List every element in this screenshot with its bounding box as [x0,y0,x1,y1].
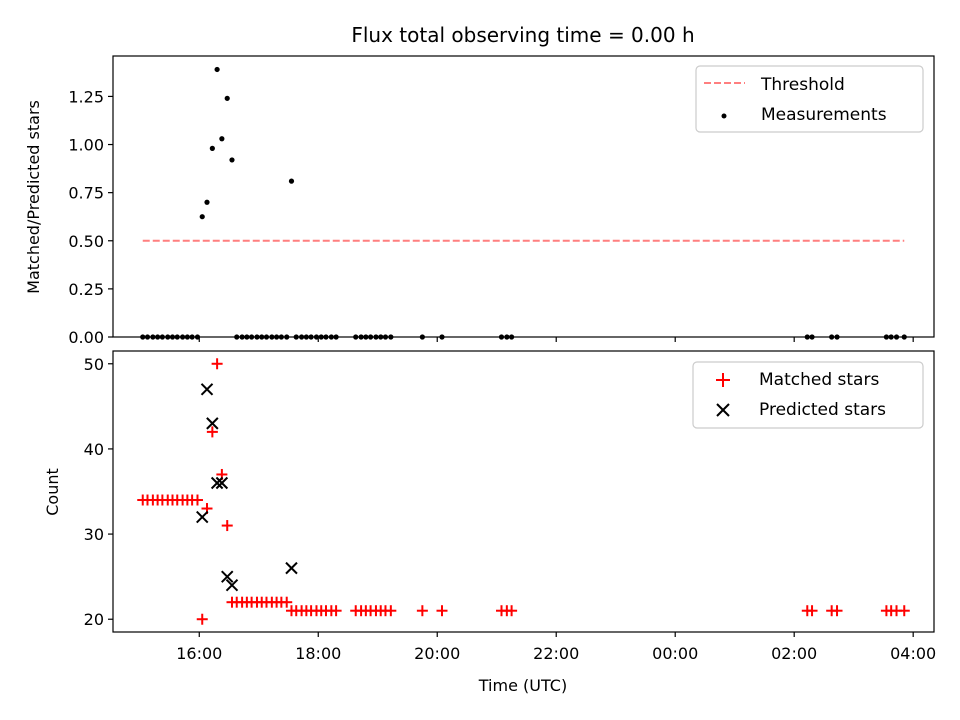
predicted-star-point [206,417,219,430]
top-x-ticks [198,337,914,342]
bottom-y-tick-label: 40 [84,440,104,459]
predicted-star-point [210,476,224,490]
matched-star-point [191,494,203,506]
bottom-y-tick-label: 20 [84,610,104,629]
predicted-star-point [285,561,298,575]
predicted-marker-b [225,578,239,592]
measurements-series [140,66,907,340]
x-tick-label: 22:00 [533,644,579,663]
predicted-stars-series [196,383,298,592]
bottom-y-axis: 20 30 40 50 [84,355,113,629]
matched-star-point [211,358,223,370]
matched-star-point [416,605,428,617]
predicted-star-point [221,570,234,583]
x-tick-label: 04:00 [890,644,936,663]
bottom-y-tick-label: 50 [84,355,104,374]
matched-stars-series [137,358,910,625]
bottom-axes-frame [112,350,935,633]
matched-star-point [206,426,218,438]
top-legend-box [695,65,924,133]
top-y-tick-label: 0.75 [68,184,104,203]
predicted-star-point [200,383,214,396]
predicted-star-point [225,578,239,592]
measurement-point [224,95,230,101]
top-panel: 0.00 0.25 0.50 0.75 1.00 1.25 Matched/Predict… [24,55,935,347]
bottom-legend-box [692,361,924,429]
top-y-axis: 0.00 0.25 0.50 0.75 1.00 1.25 [68,87,113,347]
legend-measurements-label: Measurements [761,105,887,125]
measurement-point [214,66,220,73]
matched-star-point [221,520,233,532]
x-tick-label: 20:00 [414,644,460,663]
top-y-tick-label: 1.00 [68,136,104,155]
x-tick-label: 02:00 [771,644,817,663]
legend-predicted-label: Predicted stars [759,400,886,420]
bottom-panel: 20 30 40 50 16:00 18:00 20:00 22:00 00:00 02:00 0… [43,350,936,695]
legend-matched-marker [716,373,730,387]
legend-predicted-marker [716,403,730,417]
predicted-marker-b [210,476,224,490]
matched-star-point [281,596,293,608]
measurement-point [209,145,215,151]
legend-measurements-marker [721,113,727,119]
measurement-point [199,214,205,220]
predicted-star-point [196,510,209,524]
bottom-x-axis: 16:00 18:00 20:00 22:00 00:00 02:00 04:00 [176,632,936,663]
matched-star-point [898,605,910,617]
top-axes-frame [112,55,935,338]
predicted-marker-b [215,476,229,490]
top-y-tick-label: 1.25 [68,87,104,106]
matched-star-point [330,605,342,617]
matched-star-point [506,605,518,617]
predicted-marker-b [206,417,219,430]
legend-matched-label: Matched stars [759,370,879,390]
x-axis-label: Time (UTC) [478,676,567,695]
x-tick-label: 18:00 [295,644,341,663]
measurement-point [204,199,210,205]
measurement-point [229,157,235,163]
predicted-marker-b [221,570,234,583]
measurement-point [219,136,225,142]
bottom-legend: Matched stars Predicted stars [692,361,924,429]
x-tick-label: 16:00 [176,644,222,663]
matched-star-point [196,613,208,625]
chart-title: Flux total observing time = 0.00 h [351,23,694,47]
predicted-marker-b [285,561,298,575]
bottom-y-axis-label: Count [43,468,62,516]
top-y-tick-label: 0.00 [68,328,104,347]
predicted-star-point [215,476,229,490]
matched-star-point [436,605,448,617]
predicted-marker-b [200,383,214,396]
legend-threshold-label: Threshold [760,75,845,95]
matched-star-point [831,605,843,617]
top-legend: Threshold Measurements [695,65,924,133]
top-y-tick-label: 0.50 [68,232,104,251]
matched-star-point [385,605,397,617]
measurement-point [288,178,295,184]
x-tick-label: 00:00 [652,644,698,663]
bottom-y-tick-label: 30 [84,525,104,544]
top-y-axis-label: Matched/Predicted stars [24,100,43,294]
matched-star-point [806,605,818,617]
predicted-marker-b [196,510,209,524]
top-y-tick-label: 0.25 [68,280,104,299]
